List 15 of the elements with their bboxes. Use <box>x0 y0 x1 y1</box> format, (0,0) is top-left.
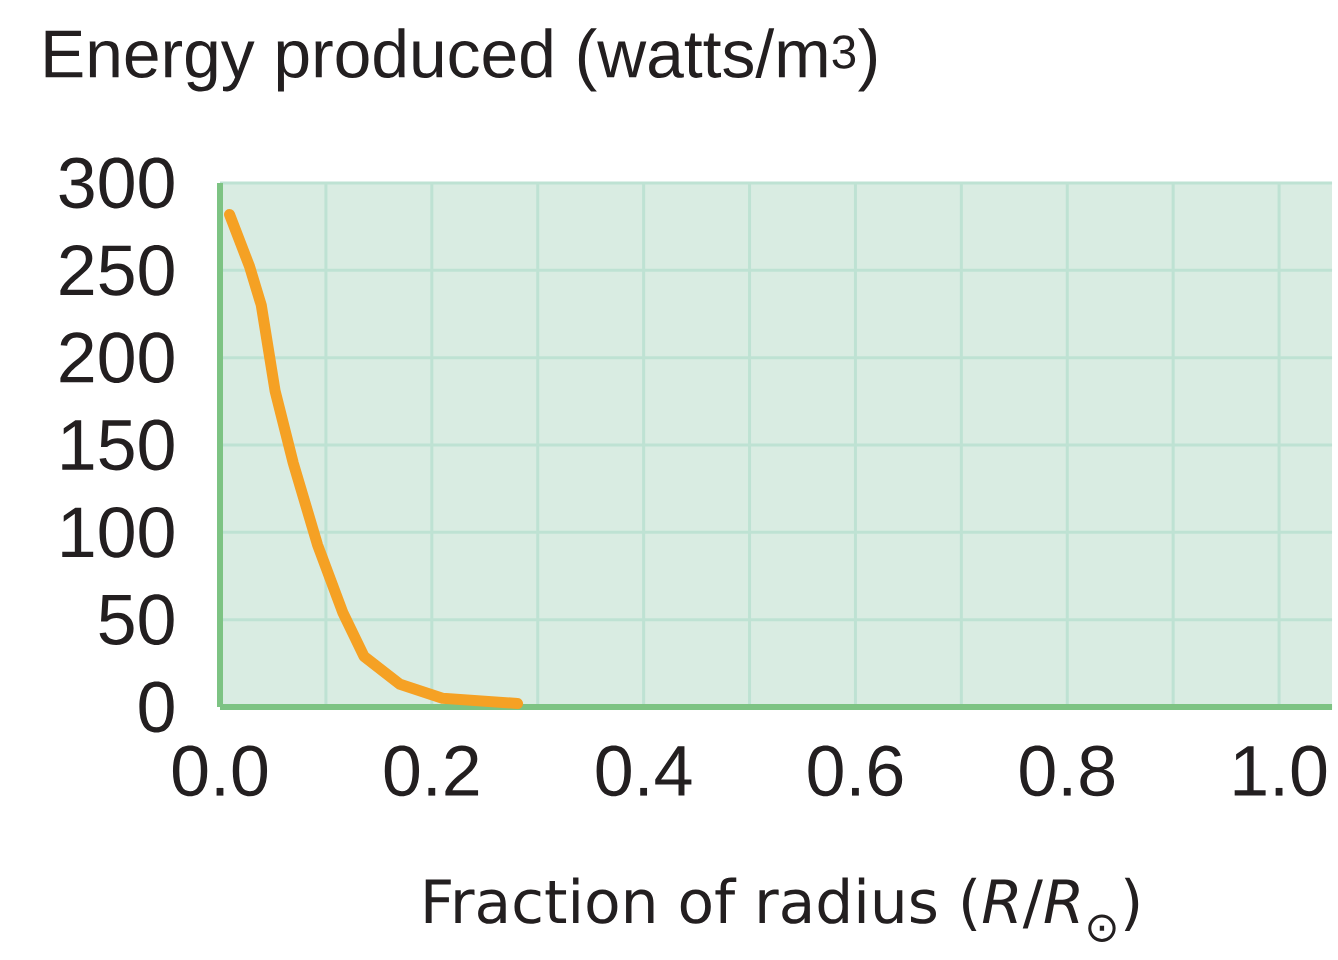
y-tick-label: 100 <box>62 506 174 558</box>
x-tick-label: 0.0 <box>172 745 268 797</box>
x-axis-title: Fraction of radius (R/R$_{⊙}$) <box>425 877 1139 942</box>
y-tick-label: 50 <box>99 594 174 646</box>
x-tick-label: 0.4 <box>596 745 692 797</box>
x-tick-label: 0.6 <box>808 745 903 797</box>
y-tick-label: 150 <box>62 419 174 471</box>
y-tick-label: 0 <box>139 681 174 733</box>
x-tick-label: 0.2 <box>384 745 479 797</box>
x-tick-label: 0.8 <box>1020 745 1115 797</box>
y-axis-title: Energy produced (watts/m$^{3}$) <box>45 28 877 92</box>
x-tick-label: 1.0 <box>1234 745 1327 797</box>
y-tick-label: 200 <box>60 332 174 384</box>
y-tick-label: 250 <box>60 244 174 296</box>
y-tick-label: 300 <box>59 157 174 209</box>
